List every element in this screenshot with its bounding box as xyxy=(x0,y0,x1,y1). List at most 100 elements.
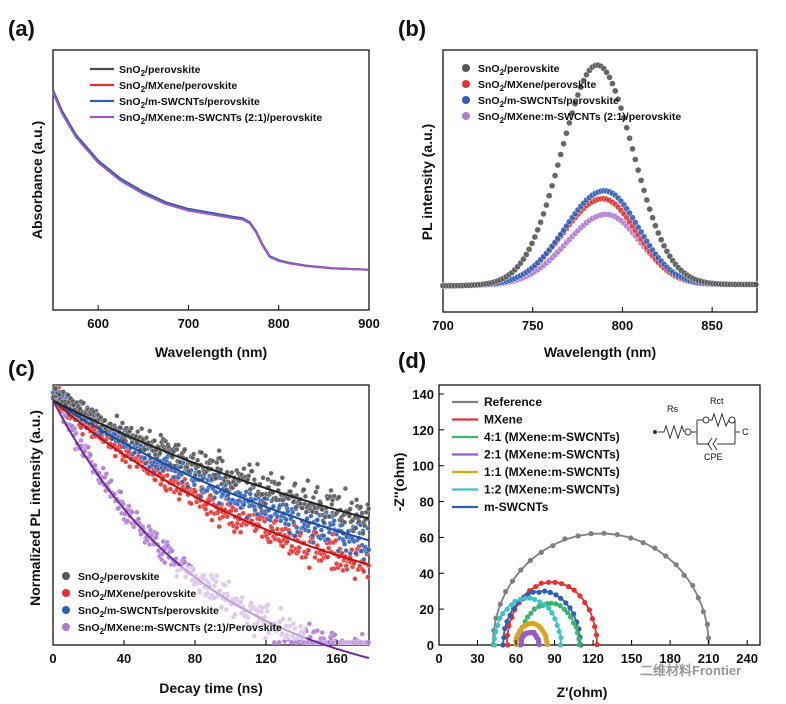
chart-d-point-1 xyxy=(594,642,600,648)
chart-d-point-5 xyxy=(504,606,510,612)
chart-c-point-0 xyxy=(366,506,372,512)
chart-c-point-0 xyxy=(219,458,225,464)
chart-c-point-0 xyxy=(139,426,145,432)
chart-b-legend-label-3-part1: SnO xyxy=(478,111,500,123)
chart-c-legend-label-1-sub: 2 xyxy=(100,593,105,602)
chart-b-point-0 xyxy=(580,77,587,84)
chart-c-point-3 xyxy=(115,505,122,511)
chart-c-point-0 xyxy=(293,504,299,510)
chart-c-point-0 xyxy=(342,486,348,492)
chart-d-point-6 xyxy=(567,605,573,611)
chart-c-point-1 xyxy=(231,529,237,535)
chart-c-fit-line-1 xyxy=(52,399,370,566)
chart-b-point-0 xyxy=(551,172,559,179)
chart-d-point-6 xyxy=(553,592,559,598)
chart-c-point-1 xyxy=(333,538,339,544)
chart-c-point-0 xyxy=(119,420,126,426)
chart-c-legend-label-1-part2: /MXene/perovskite xyxy=(104,588,196,600)
chart-d-y-tick-label-5: 100 xyxy=(412,459,434,474)
chart-a-legend: SnO2/perovskiteSnO2/MXene/perovskiteSnO2… xyxy=(90,64,322,126)
chart-c-point-1 xyxy=(361,568,367,575)
chart-d-point-0 xyxy=(575,533,581,539)
circuit-resistor-rct xyxy=(709,412,730,428)
chart-d-legend-label-2: 4:1 (MXene:m-SWCNTs) xyxy=(484,430,620,444)
chart-d-point-0 xyxy=(509,578,516,584)
chart-d-point-0 xyxy=(601,530,607,536)
chart-d-point-1 xyxy=(552,579,558,586)
chart-c-point-1 xyxy=(203,506,209,512)
chart-c-point-0 xyxy=(241,466,247,472)
panel-letter-c: (c) xyxy=(8,356,35,381)
chart-c-point-1 xyxy=(274,526,281,532)
chart-d-point-1 xyxy=(545,579,552,585)
chart-c-point-0 xyxy=(158,432,164,438)
chart-c-point-0 xyxy=(151,438,158,444)
chart-b-legend-label-0-part2: /perovskite xyxy=(504,63,560,75)
chart-d-ticks: 0 30 60 90 120 150 180 210 240 0 20 40 60 80 100 120 140 xyxy=(412,387,758,666)
chart-c-point-0 xyxy=(114,413,120,419)
chart-c-point-0 xyxy=(326,514,332,520)
chart-b-legend-label-1-sub: 2 xyxy=(500,84,505,93)
chart-d-point-5 xyxy=(554,622,560,628)
chart-b-point-0 xyxy=(560,140,567,148)
chart-b-point-0 xyxy=(614,95,622,103)
chart-b-point-2 xyxy=(643,238,650,245)
chart-b-point-0 xyxy=(563,129,570,137)
chart-d-point-2 xyxy=(536,603,542,610)
chart-b-point-0 xyxy=(637,177,645,184)
chart-a-series-line-3 xyxy=(52,92,370,271)
chart-c-point-1 xyxy=(289,543,295,549)
chart-b-legend-label-2-sub: 2 xyxy=(500,100,505,109)
chart-a-ylabel: Absorbance (a.u.) xyxy=(29,121,45,239)
chart-b-point-0 xyxy=(629,145,636,153)
chart-d-point-0 xyxy=(518,567,524,573)
chart-d-point-2 xyxy=(561,606,567,612)
chart-c-point-2 xyxy=(314,517,320,523)
chart-c-legend-label-0: SnO2/perovskite xyxy=(78,571,160,585)
chart-c-point-0 xyxy=(301,486,307,493)
circuit-label-rs: Rs xyxy=(667,404,678,414)
chart-d-x-tick-label-6: 180 xyxy=(659,651,681,666)
chart-b-point-0 xyxy=(666,253,673,260)
chart-b-point-0 xyxy=(548,182,556,190)
chart-b-legend-label-1-part1: SnO xyxy=(478,79,500,91)
chart-a-legend-label-2-sub: 2 xyxy=(141,101,146,110)
chart-a-legend-label-0-part1: SnO xyxy=(119,64,141,76)
chart-c-point-3 xyxy=(319,630,325,636)
chart-c-point-3 xyxy=(85,444,91,450)
chart-b-point-0 xyxy=(566,119,573,127)
chart-c-point-2 xyxy=(312,525,318,531)
chart-c-legend-bg xyxy=(56,566,306,640)
chart-c-point-1 xyxy=(338,562,344,568)
chart-d: 0 30 60 90 120 150 180 210 240 0 20 40 60 80 100 120 140… xyxy=(391,384,761,700)
chart-c-point-3 xyxy=(134,509,140,515)
chart-c-point-3 xyxy=(144,537,150,543)
chart-a-legend-label-0: SnO2/perovskite xyxy=(119,64,201,78)
chart-b-point-0 xyxy=(606,74,613,81)
chart-c-point-0 xyxy=(356,518,362,524)
chart-c-point-0 xyxy=(283,502,289,508)
chart-c-point-1 xyxy=(296,545,302,551)
chart-c-point-0 xyxy=(175,442,181,448)
chart-b-point-0 xyxy=(623,124,630,132)
chart-c-point-0 xyxy=(360,530,366,536)
chart-a-x-tick-label-3: 900 xyxy=(358,316,380,331)
panel-letter-b: (b) xyxy=(398,16,426,41)
chart-b-point-0 xyxy=(649,214,656,221)
chart-d-point-5 xyxy=(500,610,506,617)
chart-c-point-2 xyxy=(353,550,359,556)
chart-d-point-5 xyxy=(557,642,564,648)
panel-letter-a: (a) xyxy=(8,16,35,41)
chart-b-legend-label-3: SnO2/MXene:m-SWCNTs (2:1)/perovskite xyxy=(478,111,681,125)
chart-d-point-0 xyxy=(538,549,544,556)
chart-c-ticks: 0 40 80 120 160 xyxy=(49,640,348,666)
chart-c-point-0 xyxy=(329,501,335,507)
chart-d-point-0 xyxy=(497,601,503,607)
circuit-label-rct: Rct xyxy=(710,396,724,406)
chart-c-fit-line-0 xyxy=(52,399,370,520)
chart-d-point-1 xyxy=(505,642,511,648)
chart-b-point-2 xyxy=(626,209,633,217)
chart-c-point-2 xyxy=(294,529,301,535)
chart-c-point-1 xyxy=(204,511,210,517)
chart-d-point-5 xyxy=(495,622,501,629)
